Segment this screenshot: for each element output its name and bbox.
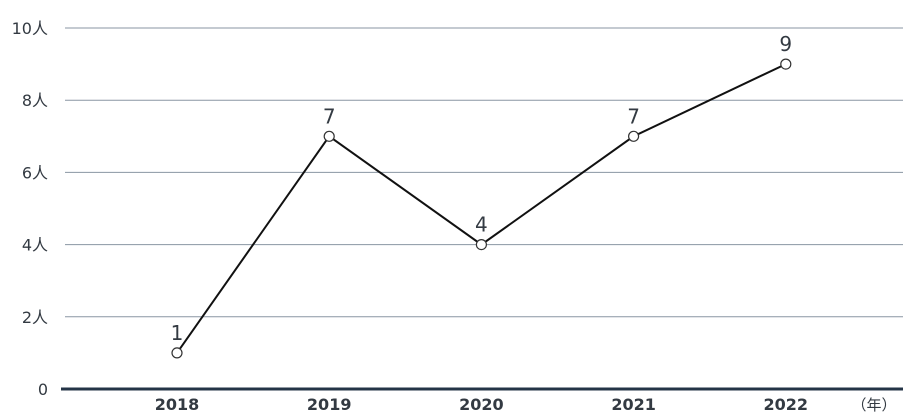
x-tick-label: 2021 <box>611 395 656 414</box>
data-label: 7 <box>627 104 640 128</box>
x-tick-label: 2018 <box>155 395 200 414</box>
data-label: 9 <box>779 32 792 56</box>
series-line <box>176 63 787 354</box>
x-axis-unit-label: （年） <box>851 396 896 414</box>
data-point <box>171 347 183 359</box>
y-axis-labels: 0 2人 4人 6人 8人 10人 <box>12 19 48 399</box>
x-tick-label: 2020 <box>459 395 504 414</box>
data-label: 7 <box>323 104 336 128</box>
y-tick-label: 6人 <box>22 163 48 182</box>
x-tick-label: 2022 <box>764 395 809 414</box>
data-point <box>627 130 640 142</box>
y-tick-label: 4人 <box>22 236 48 255</box>
y-tick-label: 8人 <box>22 91 48 110</box>
data-point <box>475 239 487 251</box>
x-axis-labels: 2018 2019 2020 2021 2022 <box>155 395 808 414</box>
x-tick-label: 2019 <box>307 395 352 414</box>
data-point <box>780 58 792 70</box>
data-point <box>323 130 335 142</box>
y-tick-label: 10人 <box>12 19 48 38</box>
data-points <box>171 58 792 359</box>
data-label: 1 <box>171 321 184 345</box>
data-labels: 1 7 4 7 9 <box>171 32 793 345</box>
data-label: 4 <box>475 213 488 237</box>
y-tick-label: 0 <box>38 380 48 399</box>
y-tick-label: 2人 <box>22 308 48 327</box>
grid-lines <box>65 27 903 318</box>
